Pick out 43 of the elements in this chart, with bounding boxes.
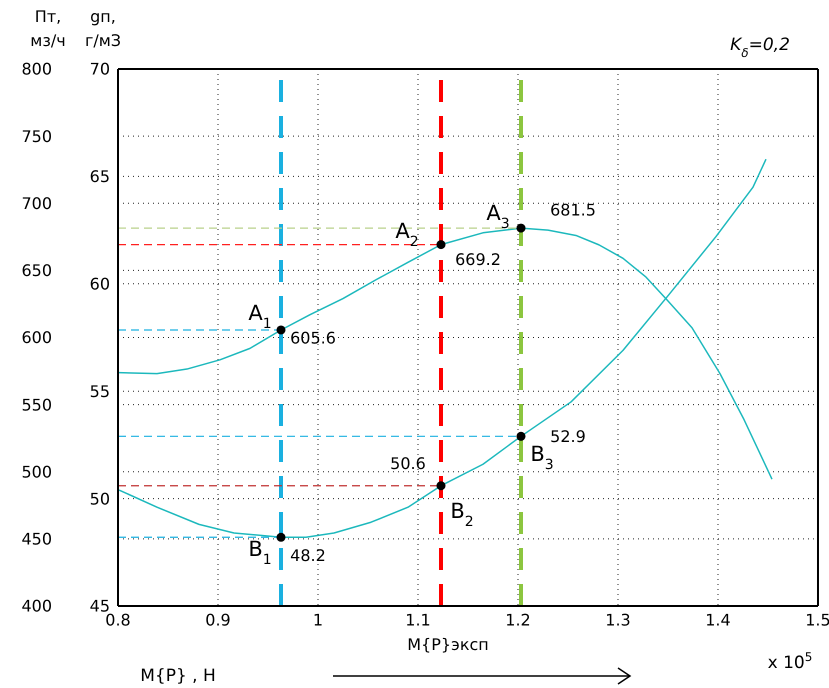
data-label: 48.2	[290, 546, 326, 565]
annotation: B$_{2}$	[450, 499, 474, 530]
annotation: A$_{3}$	[486, 201, 510, 232]
y-axis-title: Пт, мз/ч	[30, 7, 66, 50]
y-tick-label: 750	[21, 126, 52, 146]
point	[436, 240, 446, 250]
x-tick-label: 1.3	[605, 610, 631, 630]
data-label: 669.2	[455, 250, 501, 270]
data-label: 50.6	[390, 454, 426, 474]
x-tick-label: 1.2	[505, 610, 531, 630]
text: M{P} , H	[140, 666, 216, 686]
point	[276, 325, 286, 334]
y2-tick-label: 65	[90, 167, 110, 186]
x-axis-title: M{P}эксп	[407, 635, 489, 654]
data-label: 605.6	[290, 328, 336, 348]
annotation: A$_{2}$	[395, 219, 419, 250]
y-tick-label: 450	[21, 530, 52, 549]
point	[276, 532, 286, 542]
x-tick-label: 1.4	[705, 610, 731, 630]
annotation: A$_{1}$	[248, 301, 272, 332]
y2-tick-label: 50	[90, 489, 110, 508]
x-tick-label: 1	[312, 610, 324, 630]
y2-tick-label: 55	[90, 382, 110, 401]
y-tick-label: 800	[21, 60, 52, 79]
x-tick-label: 1.1	[405, 610, 431, 630]
y2-tick-label: 60	[90, 274, 110, 294]
y-tick-label: 400	[21, 596, 52, 616]
data-label: 681.5	[550, 200, 596, 220]
point	[516, 224, 526, 233]
y-tick-label: 650	[21, 261, 52, 280]
y-tick-label: 600	[21, 328, 52, 348]
text: K$_{δ}$=0,2	[730, 35, 790, 60]
y2-tick-label: 70	[90, 60, 110, 79]
y-tick-label: 700	[21, 194, 52, 213]
point	[516, 432, 526, 441]
y-tick-label: 550	[21, 395, 52, 414]
point	[436, 481, 446, 490]
text: x 10$^{5}$	[768, 650, 812, 673]
annotation: B$_{1}$	[248, 537, 272, 568]
x-tick-label: 1.5	[805, 610, 829, 630]
x-tick-label: 0.9	[205, 610, 231, 630]
y-tick-label: 500	[21, 462, 52, 482]
y2-axis-title: gп, г/мЗ	[84, 7, 122, 50]
